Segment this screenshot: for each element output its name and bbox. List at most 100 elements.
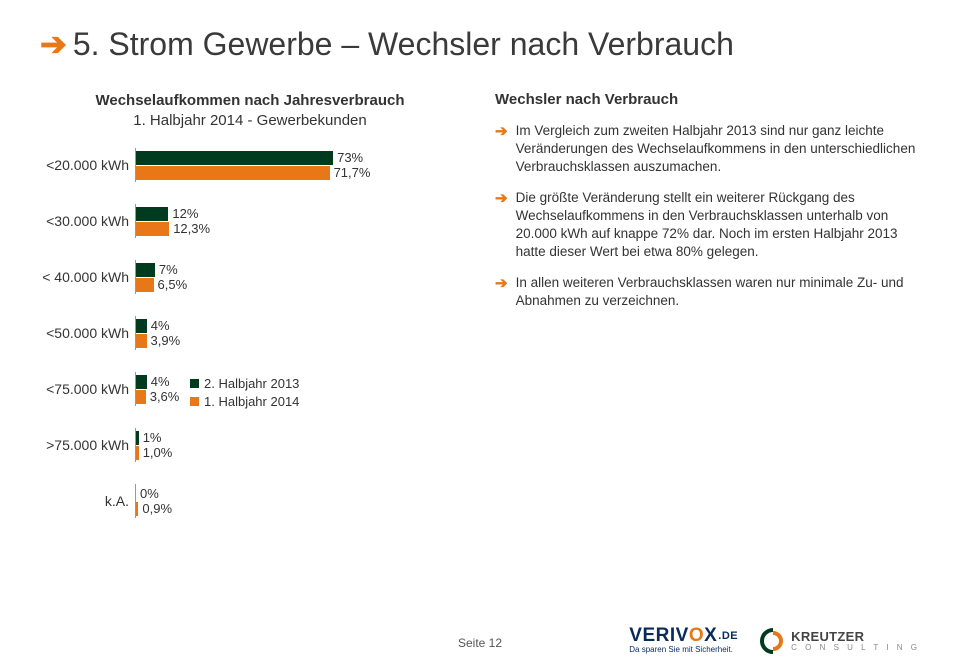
bullet-arrow-icon: ➔ bbox=[495, 189, 508, 262]
bar-value-label: 71,7% bbox=[334, 165, 371, 180]
bar-b bbox=[136, 166, 330, 180]
kreutzer-mark-icon bbox=[760, 628, 786, 654]
bar-value-label: 3,9% bbox=[151, 333, 181, 348]
bar-value-label: 4% bbox=[151, 318, 170, 333]
verivox-suffix: .DE bbox=[718, 630, 738, 642]
bar-b bbox=[136, 390, 146, 404]
category-label: <75.000 kWh bbox=[40, 381, 135, 397]
legend-swatch-a bbox=[190, 379, 199, 388]
bar-value-label: 1,0% bbox=[143, 445, 173, 460]
verivox-part1: VERIV bbox=[629, 625, 689, 647]
bar-a bbox=[136, 263, 155, 277]
chart-row: <50.000 kWh4%3,9% bbox=[40, 316, 460, 350]
bar-cell: 4%3,9% bbox=[135, 316, 460, 350]
legend-item-b: 1. Halbjahr 2014 bbox=[190, 394, 299, 409]
bar-cell: 12%12,3% bbox=[135, 204, 460, 238]
bar-value-label: 12% bbox=[172, 206, 198, 221]
bar-line-a: 12% bbox=[136, 206, 460, 221]
kreutzer-line1: KREUTZER bbox=[791, 630, 920, 643]
category-label: <30.000 kWh bbox=[40, 213, 135, 229]
chart-row: <30.000 kWh12%12,3% bbox=[40, 204, 460, 238]
legend-item-a: 2. Halbjahr 2013 bbox=[190, 376, 299, 391]
verivox-logo: VERIVOX.DE Da sparen Sie mit Sicherheit. bbox=[629, 625, 738, 654]
page-number: Seite 12 bbox=[458, 636, 502, 650]
chart-row: <20.000 kWh73%71,7% bbox=[40, 148, 460, 182]
kreutzer-text: KREUTZER C O N S U L T I N G bbox=[791, 630, 920, 652]
kreutzer-logo: KREUTZER C O N S U L T I N G bbox=[760, 628, 920, 654]
bar-b bbox=[136, 446, 139, 460]
kreutzer-line2: C O N S U L T I N G bbox=[791, 644, 920, 652]
bar-b bbox=[136, 334, 147, 348]
bar-cell: 1%1,0% bbox=[135, 428, 460, 462]
bullet-text: Die größte Veränderung stellt ein weiter… bbox=[516, 189, 920, 262]
verivox-tagline: Da sparen Sie mit Sicherheit. bbox=[629, 645, 733, 654]
chart-panel: Wechselaufkommen nach Jahresverbrauch 1.… bbox=[40, 91, 460, 540]
bar-line-b: 6,5% bbox=[136, 277, 460, 292]
bullet-text: In allen weiteren Verbrauchsklassen ware… bbox=[516, 274, 920, 310]
category-label: <50.000 kWh bbox=[40, 325, 135, 341]
page-title: 5. Strom Gewerbe – Wechsler nach Verbrau… bbox=[73, 26, 734, 63]
legend-label-b: 1. Halbjahr 2014 bbox=[204, 394, 299, 409]
logo-area: VERIVOX.DE Da sparen Sie mit Sicherheit.… bbox=[629, 625, 920, 654]
bullet-item: ➔In allen weiteren Verbrauchsklassen war… bbox=[495, 274, 920, 310]
legend-label-a: 2. Halbjahr 2013 bbox=[204, 376, 299, 391]
bar-value-label: 4% bbox=[151, 374, 170, 389]
slide: ➔ 5. Strom Gewerbe – Wechsler nach Verbr… bbox=[0, 0, 960, 668]
bar-chart: <20.000 kWh73%71,7%<30.000 kWh12%12,3%< … bbox=[40, 148, 460, 518]
category-label: < 40.000 kWh bbox=[40, 269, 135, 285]
chart-legend: 2. Halbjahr 2013 1. Halbjahr 2014 bbox=[190, 376, 299, 409]
bar-line-b: 12,3% bbox=[136, 221, 460, 236]
bar-line-a: 73% bbox=[136, 150, 460, 165]
category-label: <20.000 kWh bbox=[40, 157, 135, 173]
bar-cell: 0%0,9% bbox=[135, 484, 460, 518]
verivox-wordmark: VERIVOX.DE bbox=[629, 625, 738, 647]
bar-line-a: 0% bbox=[136, 486, 460, 501]
bar-value-label: 1% bbox=[143, 430, 162, 445]
bar-b bbox=[136, 278, 154, 292]
chart-row: >75.000 kWh1%1,0% bbox=[40, 428, 460, 462]
bar-value-label: 7% bbox=[159, 262, 178, 277]
content-area: Wechselaufkommen nach Jahresverbrauch 1.… bbox=[40, 91, 920, 540]
bar-value-label: 6,5% bbox=[158, 277, 188, 292]
bar-value-label: 3,6% bbox=[150, 389, 180, 404]
text-panel: Wechsler nach Verbrauch ➔Im Vergleich zu… bbox=[495, 91, 920, 540]
bar-a bbox=[136, 207, 168, 221]
bar-line-a: 1% bbox=[136, 430, 460, 445]
bar-cell: 7%6,5% bbox=[135, 260, 460, 294]
bar-a bbox=[136, 431, 139, 445]
chart-row: k.A.0%0,9% bbox=[40, 484, 460, 518]
bar-value-label: 0% bbox=[140, 486, 159, 501]
bar-b bbox=[136, 222, 169, 236]
chart-title: Wechselaufkommen nach Jahresverbrauch 1.… bbox=[40, 91, 460, 130]
chart-title-line1: Wechselaufkommen nach Jahresverbrauch bbox=[95, 92, 404, 109]
bullet-list: ➔Im Vergleich zum zweiten Halbjahr 2013 … bbox=[495, 122, 920, 310]
bar-value-label: 73% bbox=[337, 150, 363, 165]
bar-line-b: 71,7% bbox=[136, 165, 460, 180]
text-heading: Wechsler nach Verbrauch bbox=[495, 91, 920, 108]
bar-value-label: 0,9% bbox=[142, 501, 172, 516]
title-row: ➔ 5. Strom Gewerbe – Wechsler nach Verbr… bbox=[40, 25, 920, 63]
bar-b bbox=[136, 502, 138, 516]
bar-line-b: 3,9% bbox=[136, 333, 460, 348]
bullet-item: ➔Die größte Veränderung stellt ein weite… bbox=[495, 189, 920, 262]
verivox-part3: X bbox=[704, 625, 717, 647]
title-arrow-icon: ➔ bbox=[40, 25, 67, 63]
bar-a bbox=[136, 151, 333, 165]
bar-line-a: 7% bbox=[136, 262, 460, 277]
bullet-item: ➔Im Vergleich zum zweiten Halbjahr 2013 … bbox=[495, 122, 920, 177]
bar-line-a: 4% bbox=[136, 318, 460, 333]
bar-cell: 73%71,7% bbox=[135, 148, 460, 182]
bullet-arrow-icon: ➔ bbox=[495, 274, 508, 310]
category-label: k.A. bbox=[40, 493, 135, 509]
verivox-part2: O bbox=[689, 625, 704, 647]
bullet-text: Im Vergleich zum zweiten Halbjahr 2013 s… bbox=[516, 122, 920, 177]
chart-row: < 40.000 kWh7%6,5% bbox=[40, 260, 460, 294]
chart-title-line2: 1. Halbjahr 2014 - Gewerbekunden bbox=[133, 112, 366, 129]
bar-a bbox=[136, 375, 147, 389]
bar-line-b: 1,0% bbox=[136, 445, 460, 460]
bar-value-label: 12,3% bbox=[173, 221, 210, 236]
bullet-arrow-icon: ➔ bbox=[495, 122, 508, 177]
category-label: >75.000 kWh bbox=[40, 437, 135, 453]
legend-swatch-b bbox=[190, 397, 199, 406]
bar-line-b: 0,9% bbox=[136, 501, 460, 516]
